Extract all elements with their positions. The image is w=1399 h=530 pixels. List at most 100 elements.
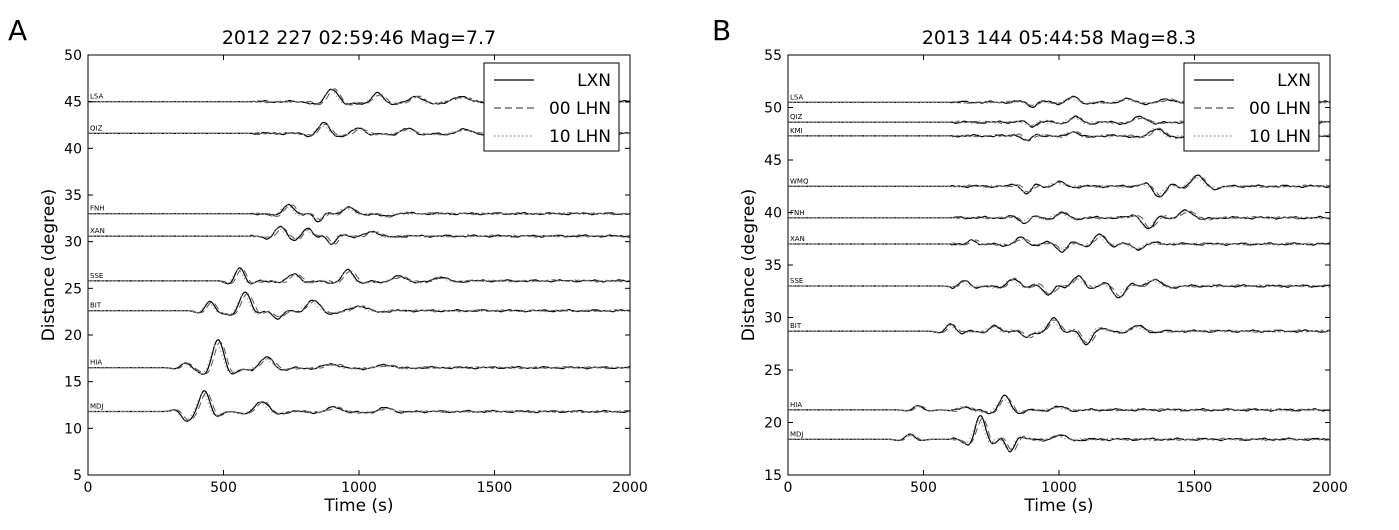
- legend: LXN 00 LHN 10 LHN: [483, 62, 620, 152]
- series-line-00-lhn: [788, 210, 1330, 230]
- y-tick-label: 10: [64, 421, 82, 437]
- series-line-00-lhn: [788, 235, 1330, 251]
- station-label: HIA: [90, 359, 102, 367]
- series-line-00-lhn: [788, 175, 1330, 197]
- x-tick-label: 2000: [1312, 480, 1348, 496]
- station-trace-hia: HIA: [88, 339, 630, 375]
- traces: LSA QIZ FNH XAN SSE BIT HIA MDJ: [88, 88, 630, 422]
- y-tick-label: 45: [64, 95, 82, 111]
- chart-title: 2013 144 05:44:58 Mag=8.3: [922, 27, 1196, 49]
- y-tick-label: 50: [64, 48, 82, 64]
- series-line-lxn: [88, 390, 630, 422]
- panel-letter: A: [8, 14, 27, 47]
- y-axis-label: Distance (degree): [39, 189, 59, 342]
- series-line-00-lhn: [788, 417, 1330, 452]
- series-line-00-lhn: [788, 319, 1330, 345]
- station-label: XAN: [790, 235, 805, 243]
- series-line-00-lhn: [88, 268, 630, 285]
- legend-entry: 10 LHN: [1249, 127, 1311, 147]
- series-line-00-lhn: [88, 227, 630, 245]
- station-trace-mdj: MDJ: [788, 415, 1330, 453]
- station-label: BIT: [790, 322, 802, 330]
- station-label: QIZ: [90, 124, 103, 132]
- series-line-lxn: [788, 275, 1330, 299]
- station-trace-bit: BIT: [788, 316, 1330, 346]
- series-line-00-lhn: [88, 293, 630, 317]
- y-tick-label: 30: [64, 235, 82, 251]
- series-line-lxn: [88, 339, 630, 375]
- x-tick-label: 1500: [1177, 480, 1213, 496]
- y-tick-label: 40: [64, 141, 82, 157]
- panel-b: B 2013 144 05:44:58 Mag=8.3 LSA QIZ KMI WMQ FN…: [712, 14, 1348, 516]
- station-trace-mdj: MDJ: [88, 390, 630, 422]
- y-tick-label: 15: [764, 468, 782, 484]
- series-line-lxn: [88, 291, 630, 320]
- x-axis-label: Time (s): [323, 496, 393, 516]
- series-line-lxn: [788, 233, 1330, 253]
- series-line-00-lhn: [88, 88, 630, 106]
- series-line-10-lhn: [88, 294, 630, 318]
- y-tick-label: 5: [73, 468, 82, 484]
- y-tick-label: 25: [64, 281, 82, 297]
- y-tick-label: 35: [764, 258, 782, 274]
- series-line-10-lhn: [88, 204, 630, 220]
- x-tick-label: 500: [910, 480, 937, 496]
- series-line-00-lhn: [788, 397, 1330, 414]
- legend-entry: 10 LHN: [549, 127, 611, 147]
- x-tick-label: 0: [784, 480, 793, 496]
- station-trace-sse: SSE: [88, 267, 630, 285]
- x-tick-label: 1000: [341, 480, 377, 496]
- y-tick-label: 25: [764, 363, 782, 379]
- station-label: BIT: [90, 302, 102, 310]
- series-line-10-lhn: [88, 269, 630, 285]
- x-tick-label: 1000: [1041, 480, 1077, 496]
- series-line-lxn: [788, 394, 1330, 415]
- panel-letter: B: [712, 14, 731, 47]
- series-line-10-lhn: [788, 278, 1330, 297]
- y-tick-label: 20: [64, 328, 82, 344]
- station-trace-hia: HIA: [788, 394, 1330, 415]
- station-trace-fnh: FNH: [788, 209, 1330, 230]
- series-line-10-lhn: [88, 393, 630, 421]
- series-line-lxn: [788, 209, 1330, 230]
- station-label: HIA: [790, 401, 802, 409]
- series-line-lxn: [788, 415, 1330, 453]
- station-label: SSE: [90, 272, 103, 280]
- station-trace-xan: XAN: [88, 225, 630, 245]
- station-trace-wmq: WMQ: [788, 174, 1330, 198]
- legend-entry: LXN: [1277, 71, 1311, 91]
- series-line-10-lhn: [788, 235, 1330, 251]
- series-line-lxn: [88, 203, 630, 223]
- x-tick-label: 0: [84, 480, 93, 496]
- x-tick-label: 1500: [477, 480, 513, 496]
- legend-entry: 00 LHN: [1249, 99, 1311, 119]
- station-trace-xan: XAN: [788, 233, 1330, 253]
- y-axis-label: Distance (degree): [739, 189, 759, 342]
- y-tick-label: 35: [64, 188, 82, 204]
- x-tick-label: 500: [210, 480, 237, 496]
- legend-entry: LXN: [577, 71, 611, 91]
- x-axis-label: Time (s): [1023, 496, 1093, 516]
- series-line-00-lhn: [88, 123, 630, 137]
- station-label: MDJ: [90, 403, 104, 411]
- station-label: SSE: [790, 277, 803, 285]
- station-label: WMQ: [790, 177, 809, 185]
- y-tick-label: 20: [764, 416, 782, 432]
- station-trace-fnh: FNH: [88, 203, 630, 223]
- series-line-10-lhn: [788, 398, 1330, 413]
- legend-entry: 00 LHN: [549, 99, 611, 119]
- series-line-10-lhn: [788, 117, 1330, 127]
- y-tick-label: 55: [764, 48, 782, 64]
- station-label: XAN: [90, 227, 105, 235]
- y-tick-label: 45: [764, 153, 782, 169]
- y-tick-label: 40: [764, 206, 782, 222]
- station-label: QIZ: [790, 113, 803, 121]
- series-line-00-lhn: [88, 204, 630, 221]
- series-line-10-lhn: [88, 343, 630, 374]
- station-label: KMI: [790, 127, 803, 135]
- y-tick-label: 30: [764, 311, 782, 327]
- y-tick-label: 50: [764, 101, 782, 117]
- station-label: FNH: [790, 209, 805, 217]
